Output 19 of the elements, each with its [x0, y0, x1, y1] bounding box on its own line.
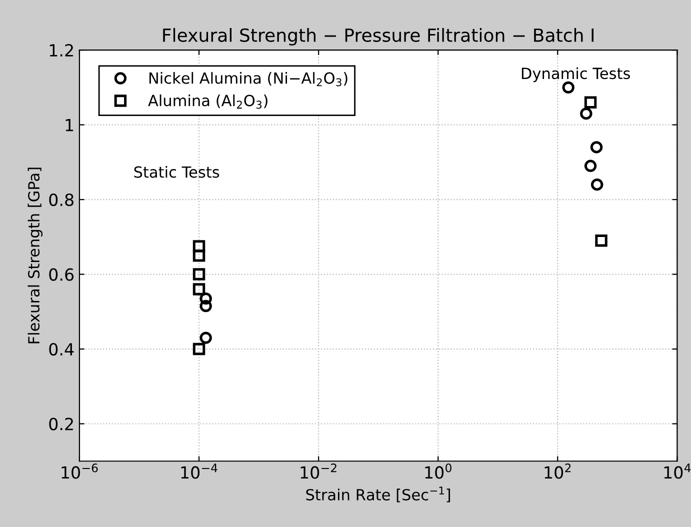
legend-label: Nickel Alumina (Ni−Al$_{2}$O$_{3}$) [149, 72, 348, 86]
y-tick-label: 1.2 [50, 44, 73, 56]
y-tick-label: 1 [66, 118, 74, 132]
annotation: Dynamic Tests [522, 67, 630, 82]
x-tick-label: 10$^{−6}$ [62, 463, 98, 479]
x-tick-label: 10$^{−4}$ [181, 464, 218, 479]
y-tick-label: 0.8 [49, 194, 74, 206]
x-axis-title: Strain Rate [Sec$^{−1}$] [306, 486, 450, 502]
x-tick-label: 10$^{−2}$ [300, 463, 336, 479]
y-tick-label: 0.2 [49, 418, 73, 430]
legend-label: Alumina (Al$_{2}$O$_{3}$) [148, 94, 268, 109]
annotation: Static Tests [134, 166, 220, 178]
y-axis-title: Flexural Strength [GPa] [28, 168, 43, 344]
y-tick-label: 0.6 [49, 268, 74, 281]
x-tick-label: 10$^{0}$ [425, 463, 452, 479]
x-tick-label: 10$^{2}$ [544, 463, 571, 479]
y-tick-label: 0.4 [49, 342, 74, 356]
chart-title: Flexural Strength − Pressure Filtration − Batch I [163, 28, 594, 46]
x-tick-label: 10$^{4}$ [664, 464, 691, 479]
